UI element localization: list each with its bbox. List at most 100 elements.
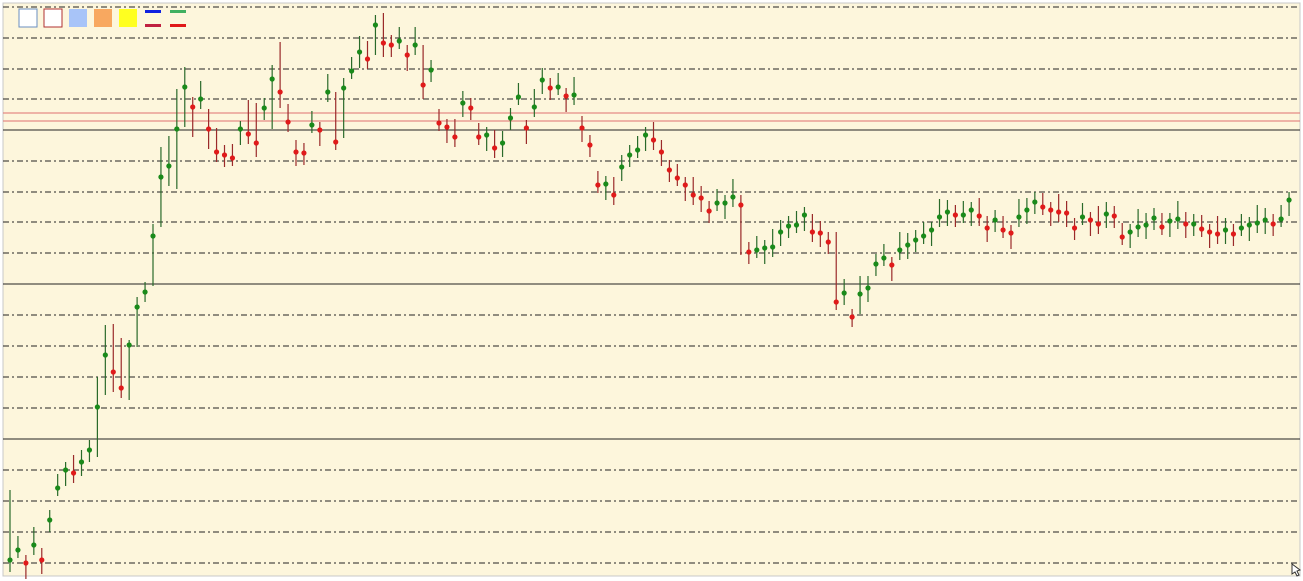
close-dot bbox=[642, 132, 649, 138]
close-dot bbox=[1175, 216, 1181, 222]
close-dot bbox=[635, 147, 641, 153]
close-dot bbox=[1199, 226, 1205, 232]
close-dot bbox=[833, 299, 839, 305]
close-dot bbox=[682, 182, 688, 188]
close-dot bbox=[928, 227, 935, 233]
close-dot bbox=[229, 155, 236, 161]
close-dot bbox=[579, 125, 585, 131]
close-dot bbox=[23, 560, 29, 566]
tool-button[interactable] bbox=[69, 9, 87, 27]
close-dot bbox=[31, 542, 37, 548]
close-dot bbox=[952, 212, 958, 218]
close-dot bbox=[921, 233, 927, 239]
close-dot bbox=[1056, 209, 1062, 215]
close-dot bbox=[420, 82, 426, 88]
close-dot bbox=[325, 89, 331, 95]
close-dot bbox=[1270, 221, 1276, 227]
close-dot bbox=[523, 125, 529, 131]
close-dot bbox=[793, 222, 800, 228]
close-dot bbox=[1286, 197, 1292, 203]
close-dot bbox=[1143, 222, 1149, 228]
close-dot bbox=[142, 289, 148, 295]
close-dot bbox=[865, 285, 871, 291]
close-dot bbox=[468, 105, 474, 111]
close-dot bbox=[1167, 218, 1173, 224]
close-dot bbox=[587, 142, 593, 148]
close-dot bbox=[1207, 229, 1213, 235]
close-dot bbox=[277, 89, 283, 95]
close-dot bbox=[55, 485, 61, 491]
close-dot bbox=[825, 239, 831, 245]
close-dot bbox=[809, 229, 815, 235]
close-dot bbox=[801, 212, 808, 218]
tool-button[interactable] bbox=[170, 24, 186, 27]
close-dot bbox=[174, 126, 180, 132]
close-dot bbox=[39, 557, 45, 563]
close-dot bbox=[1087, 217, 1094, 223]
close-dot bbox=[341, 85, 347, 91]
close-dot bbox=[118, 385, 124, 391]
close-dot bbox=[245, 131, 251, 137]
close-dot bbox=[1246, 222, 1252, 228]
close-dot bbox=[778, 229, 784, 235]
close-dot bbox=[396, 38, 402, 44]
close-dot bbox=[293, 149, 299, 155]
scroll-icon[interactable] bbox=[1291, 563, 1302, 577]
close-dot bbox=[1238, 225, 1244, 231]
close-dot bbox=[785, 223, 792, 229]
close-dot bbox=[1064, 210, 1070, 216]
close-dot bbox=[269, 76, 275, 82]
close-dot bbox=[1222, 227, 1229, 233]
close-dot bbox=[968, 207, 974, 213]
close-dot bbox=[1278, 216, 1284, 222]
close-dot bbox=[404, 52, 410, 58]
close-dot bbox=[15, 547, 21, 553]
close-dot bbox=[547, 85, 553, 91]
close-dot bbox=[412, 42, 418, 48]
tool-button[interactable] bbox=[43, 8, 63, 28]
close-dot bbox=[960, 212, 966, 218]
close-dot bbox=[555, 84, 561, 90]
close-dot bbox=[484, 132, 490, 138]
tool-button[interactable] bbox=[145, 10, 161, 13]
close-dot bbox=[182, 84, 188, 90]
close-dot bbox=[674, 175, 680, 181]
tool-button[interactable] bbox=[94, 9, 112, 27]
close-dot bbox=[658, 149, 665, 155]
tool-button[interactable] bbox=[18, 8, 38, 28]
close-dot bbox=[1191, 221, 1197, 227]
close-dot bbox=[301, 150, 307, 156]
close-dot bbox=[563, 93, 569, 99]
close-dot bbox=[690, 192, 696, 198]
tool-button[interactable] bbox=[145, 24, 161, 27]
tool-button[interactable] bbox=[119, 9, 137, 27]
close-dot bbox=[706, 208, 712, 214]
close-dot bbox=[889, 262, 895, 268]
close-dot bbox=[714, 200, 720, 206]
close-dot bbox=[1048, 207, 1054, 213]
close-dot bbox=[499, 140, 506, 146]
close-dot bbox=[428, 67, 434, 73]
close-dot bbox=[444, 124, 450, 130]
close-dot bbox=[460, 100, 466, 106]
close-dot bbox=[539, 77, 545, 83]
close-dot bbox=[595, 182, 601, 188]
close-dot bbox=[388, 42, 394, 48]
close-dot bbox=[1016, 214, 1022, 220]
close-dot bbox=[261, 105, 267, 111]
close-dot bbox=[213, 149, 220, 155]
close-dot bbox=[650, 137, 657, 143]
close-dot bbox=[571, 92, 577, 98]
close-dot bbox=[1071, 225, 1078, 231]
close-dot bbox=[349, 68, 355, 74]
close-dot bbox=[817, 230, 823, 236]
close-dot bbox=[47, 517, 53, 523]
close-dot bbox=[102, 352, 108, 358]
close-dot bbox=[905, 242, 911, 248]
close-dot bbox=[1079, 214, 1086, 220]
close-dot bbox=[63, 467, 69, 473]
tool-button[interactable] bbox=[170, 10, 186, 13]
close-dot bbox=[1103, 211, 1109, 217]
